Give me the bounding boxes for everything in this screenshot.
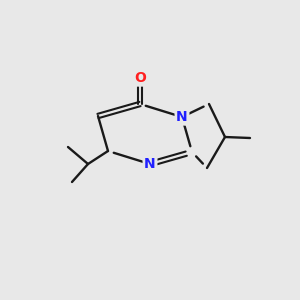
Text: O: O <box>134 71 146 85</box>
Text: N: N <box>176 110 188 124</box>
Text: N: N <box>144 157 156 171</box>
